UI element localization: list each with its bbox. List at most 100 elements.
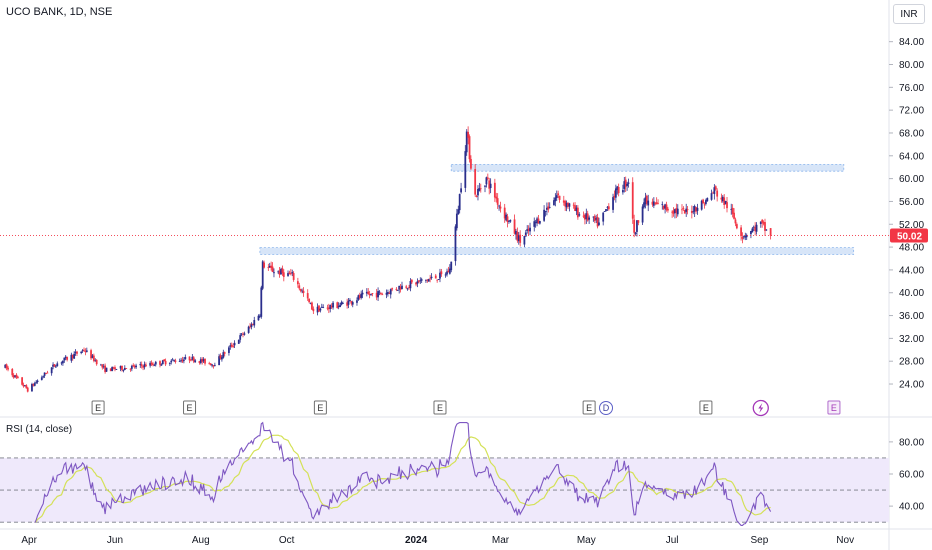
candle xyxy=(76,350,78,356)
candle xyxy=(752,225,755,232)
candle xyxy=(623,176,626,193)
candle-body xyxy=(45,373,47,375)
candle xyxy=(237,339,240,344)
candle xyxy=(7,365,9,372)
candle-body xyxy=(46,372,49,374)
candle xyxy=(298,282,301,291)
candle-body xyxy=(316,306,319,313)
split-marker[interactable] xyxy=(752,399,769,417)
candle xyxy=(538,220,541,225)
candle-body xyxy=(683,210,686,214)
candle-body xyxy=(242,333,244,335)
candle-body xyxy=(764,222,766,231)
candle-body xyxy=(35,382,38,384)
candle-body xyxy=(132,365,135,366)
candle xyxy=(154,360,157,367)
candle xyxy=(616,185,619,195)
earnings-box xyxy=(313,400,327,415)
candle-body xyxy=(263,262,266,268)
candle-body xyxy=(654,203,657,205)
candle-body xyxy=(714,186,717,190)
y-tick-label: 64.00 xyxy=(899,151,924,162)
candle-body xyxy=(322,307,325,308)
dividend-marker[interactable]: D xyxy=(599,401,614,415)
currency-button[interactable]: INR xyxy=(893,4,925,24)
earnings-marker[interactable]: E xyxy=(827,400,841,415)
candle-body xyxy=(229,345,232,347)
candle-body xyxy=(671,211,674,213)
earnings-marker[interactable]: E xyxy=(699,400,713,415)
candle-body xyxy=(83,349,85,351)
candle-body xyxy=(655,202,658,205)
candle-body xyxy=(24,385,26,387)
candle xyxy=(163,358,166,362)
candle-body xyxy=(63,357,66,361)
candle-body xyxy=(170,360,173,363)
candle xyxy=(327,303,330,314)
candle xyxy=(346,298,349,309)
x-tick-label: Jul xyxy=(666,535,679,546)
price-zone-0 xyxy=(450,163,845,172)
candle xyxy=(132,363,135,368)
candle xyxy=(762,220,765,226)
earnings-marker[interactable]: E xyxy=(91,400,105,415)
candle-body xyxy=(5,364,8,369)
candle xyxy=(735,222,738,230)
earnings-marker[interactable]: E xyxy=(433,400,447,415)
candle xyxy=(388,291,391,295)
candle xyxy=(750,230,752,239)
candle-body xyxy=(268,266,271,268)
candle-body xyxy=(417,280,420,282)
rsi-tick-label: 60.00 xyxy=(899,470,924,481)
earnings-marker[interactable]: E xyxy=(183,400,197,415)
candle xyxy=(174,358,177,364)
y-tick-label: 52.00 xyxy=(899,220,924,231)
candle xyxy=(436,279,439,283)
candle-body xyxy=(370,293,372,295)
candle-body xyxy=(752,226,755,228)
candle-body xyxy=(99,364,102,366)
x-tick-label: Mar xyxy=(492,535,510,546)
earnings-label: E xyxy=(95,403,101,413)
candle-body xyxy=(633,219,636,233)
candle xyxy=(464,145,467,193)
candle xyxy=(33,381,36,387)
candle-body xyxy=(123,367,126,370)
candle xyxy=(568,202,571,212)
candle-body xyxy=(546,207,548,210)
candle-body xyxy=(66,357,69,360)
candle xyxy=(488,177,491,195)
candle-body xyxy=(470,158,472,169)
candle xyxy=(712,191,714,194)
candle xyxy=(517,232,520,245)
candle xyxy=(52,362,54,370)
candle xyxy=(26,386,29,393)
y-tick-label: 28.00 xyxy=(899,357,924,368)
candle-body xyxy=(716,190,719,197)
candle-body xyxy=(26,387,29,392)
candle-body xyxy=(308,298,311,303)
candle-body xyxy=(446,271,448,275)
candle xyxy=(85,347,88,353)
candle xyxy=(405,284,408,290)
candle-body xyxy=(634,232,637,234)
candle-body xyxy=(498,205,500,207)
x-tick-label: Oct xyxy=(279,535,295,546)
candle xyxy=(714,185,717,191)
candle xyxy=(614,184,617,203)
candle-body xyxy=(250,324,253,328)
candle xyxy=(377,287,379,302)
candle-body xyxy=(713,187,716,195)
candle-body xyxy=(237,339,240,344)
candle-body xyxy=(447,270,450,273)
earnings-marker[interactable]: E xyxy=(582,400,596,415)
earnings-marker[interactable]: E xyxy=(313,400,327,415)
candle-body xyxy=(430,276,433,279)
candle-body xyxy=(273,272,275,274)
candle-body xyxy=(318,305,320,312)
candle-body xyxy=(280,268,282,275)
candle-body xyxy=(467,131,470,138)
candle-body xyxy=(249,326,251,328)
candle xyxy=(537,214,540,224)
